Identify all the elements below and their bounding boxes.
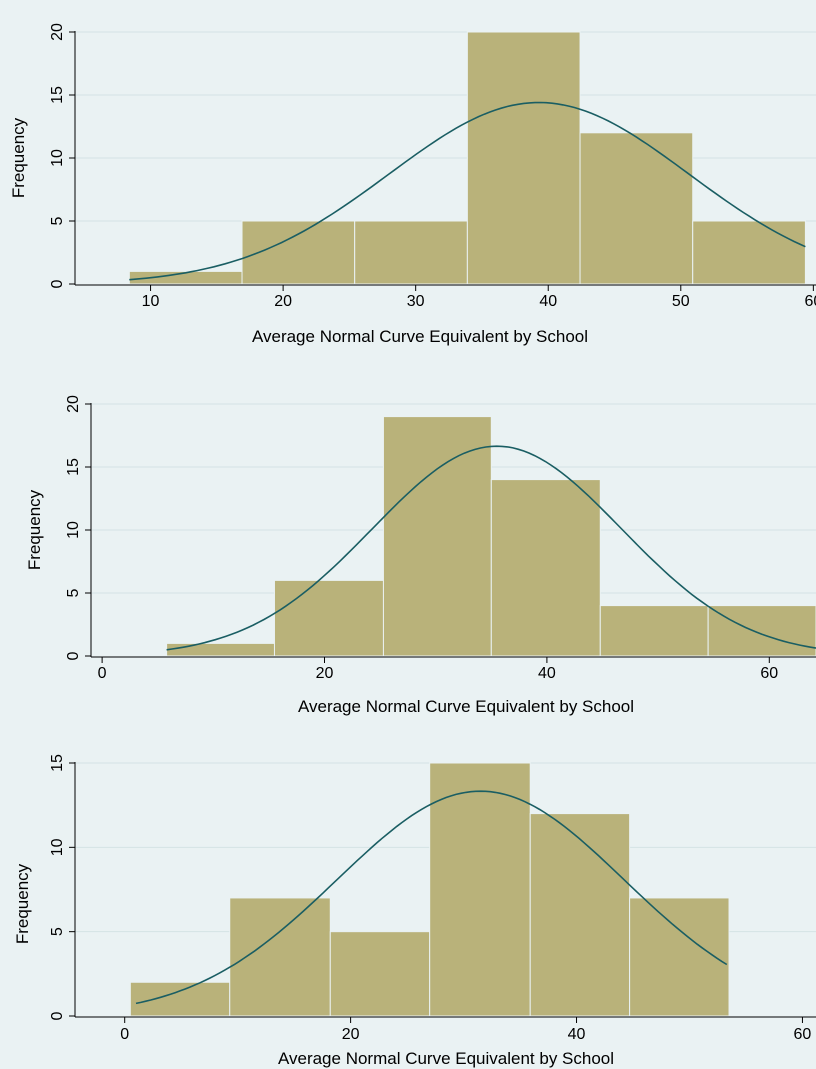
y-tick-label: 15 (49, 754, 66, 772)
x-tick-label: 50 (672, 293, 690, 310)
y-tick-label: 5 (49, 927, 66, 936)
x-tick-label: 40 (539, 293, 557, 310)
histogram-bar (273, 579, 384, 657)
x-axis-label: Average Normal Curve Equivalent by Schoo… (298, 697, 634, 716)
x-axis-label: Average Normal Curve Equivalent by Schoo… (252, 327, 588, 346)
histogram-bar (599, 605, 709, 657)
x-tick-label: 20 (342, 1026, 360, 1043)
y-tick-label: 20 (65, 395, 82, 413)
normal-curve (129, 101, 806, 281)
histogram-panel-1: 0 5 10 15 20 10 20 30 40 50 60 Average Normal Curv… (9, 23, 816, 346)
histogram-panel-2: 0 5 10 15 20 0 20 40 60 Average Normal Curve Equ… (25, 395, 816, 716)
x-tick-label: 0 (120, 1026, 129, 1043)
histogram-bar (466, 31, 581, 285)
x-axis-label: Average Normal Curve Equivalent by Schoo… (278, 1049, 614, 1068)
y-axis-label: Frequency (13, 863, 32, 944)
x-tick-label: 20 (274, 293, 292, 310)
histogram-bar (629, 897, 730, 1017)
y-tick-label: 0 (65, 651, 82, 660)
histogram-bar (382, 416, 492, 657)
histogram-bar (354, 220, 468, 285)
x-tick-label: 10 (142, 293, 160, 310)
x-tick-label: 40 (568, 1026, 586, 1043)
y-tick-label: 10 (49, 838, 66, 856)
x-tick-label: 40 (538, 665, 556, 682)
y-axis-label: Frequency (9, 117, 28, 198)
x-tick-label: 20 (316, 665, 334, 682)
histogram-bar (329, 931, 431, 1017)
normal-curve (135, 790, 728, 1005)
histogram-bar (692, 220, 806, 285)
y-tick-label: 0 (49, 1011, 66, 1020)
plot-group: 0 5 10 15 20 10 20 30 40 50 60 (49, 23, 816, 310)
x-tick-label: 60 (760, 665, 778, 682)
histogram-bar (241, 220, 356, 285)
y-tick-label: 5 (49, 216, 66, 225)
plot-group: 0 5 10 15 20 0 20 40 60 (65, 395, 816, 682)
y-tick-label: 15 (49, 86, 66, 104)
y-tick-label: 5 (65, 588, 82, 597)
x-tick-label: 60 (804, 293, 816, 310)
y-tick-label: 0 (49, 279, 66, 288)
histogram-bar (129, 981, 231, 1017)
y-tick-label: 15 (65, 458, 82, 476)
histogram-bar (579, 132, 694, 285)
normal-curve (166, 445, 816, 651)
y-tick-label: 10 (65, 521, 82, 539)
plot-group: 0 5 10 15 0 20 40 60 (49, 754, 816, 1043)
y-tick-label: 20 (49, 23, 66, 41)
histogram-bar (490, 479, 601, 657)
x-tick-label: 0 (98, 665, 107, 682)
histogram-bar (529, 813, 631, 1017)
x-tick-label: 60 (794, 1026, 812, 1043)
x-tick-label: 30 (407, 293, 425, 310)
y-axis-label: Frequency (25, 489, 44, 570)
histogram-bar (429, 762, 531, 1017)
y-tick-label: 10 (49, 149, 66, 167)
histogram-bar (707, 605, 816, 657)
